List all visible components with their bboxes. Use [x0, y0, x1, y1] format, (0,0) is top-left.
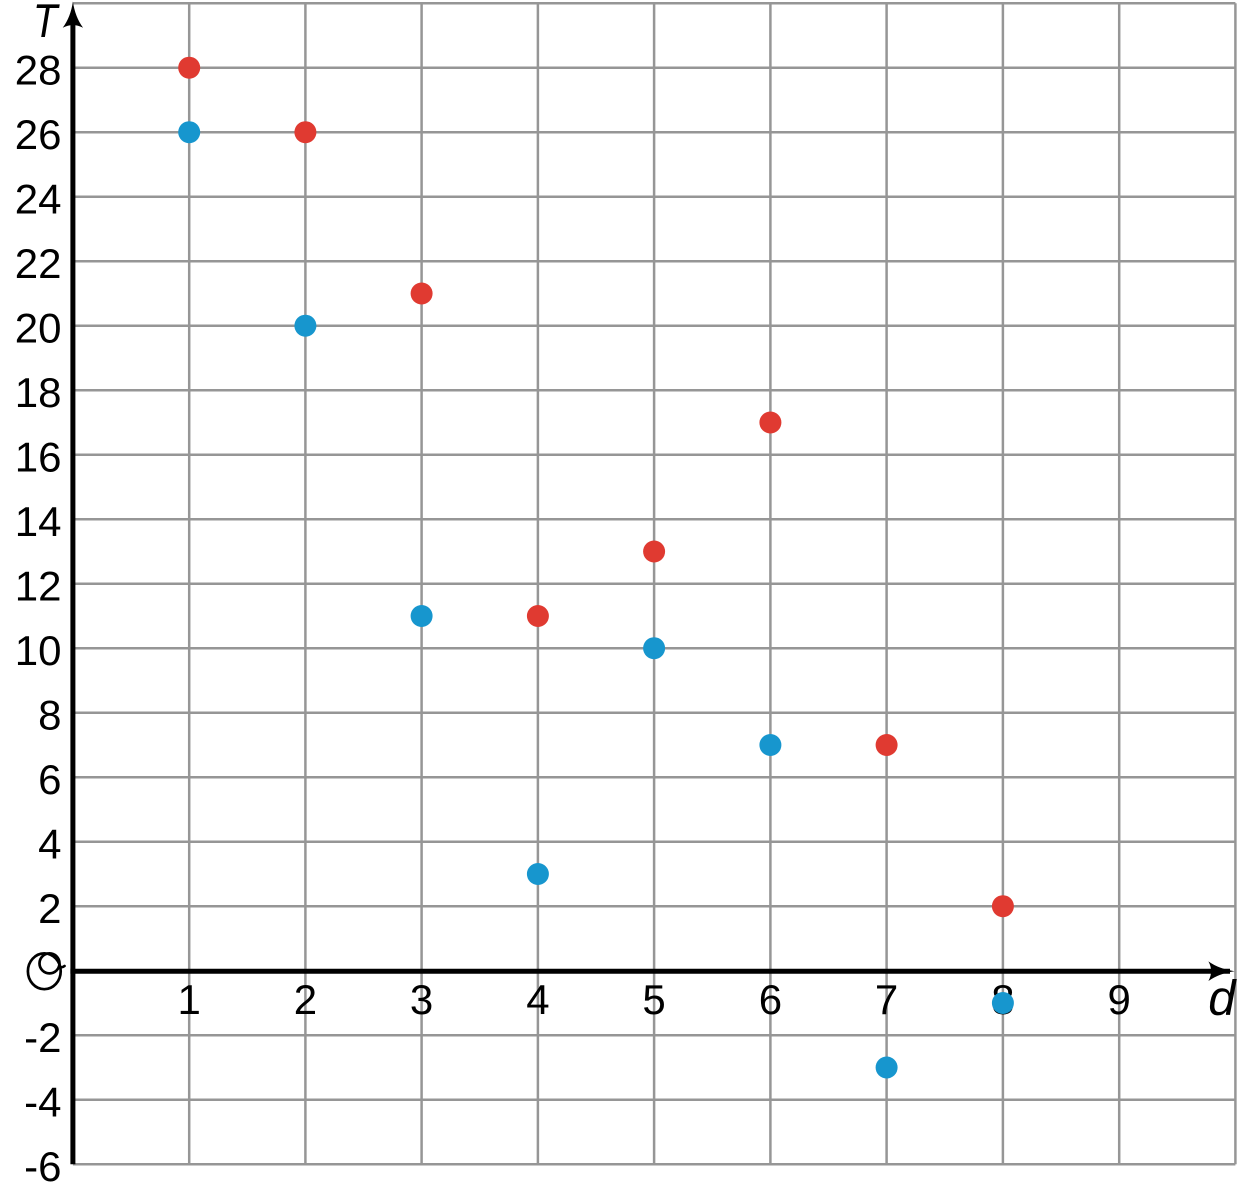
svg-text:1: 1	[178, 976, 201, 1023]
svg-text:22: 22	[15, 240, 62, 287]
svg-text:12: 12	[15, 563, 62, 610]
svg-text:26: 26	[15, 111, 62, 158]
svg-text:5: 5	[642, 976, 665, 1023]
svg-text:4: 4	[38, 821, 61, 868]
svg-text:28: 28	[15, 47, 62, 94]
svg-text:7: 7	[875, 976, 898, 1023]
svg-text:-2: -2	[24, 1014, 61, 1061]
svg-text:18: 18	[15, 369, 62, 416]
svg-text:8: 8	[38, 692, 61, 739]
svg-text:T: T	[33, 0, 60, 47]
svg-text:2: 2	[294, 976, 317, 1023]
svg-text:20: 20	[15, 305, 62, 352]
svg-text:3: 3	[410, 976, 433, 1023]
svg-text:9: 9	[1108, 976, 1131, 1023]
svg-text:d: d	[1208, 972, 1237, 1026]
svg-text:-6: -6	[24, 1143, 61, 1190]
svg-text:16: 16	[15, 434, 62, 481]
svg-text:6: 6	[38, 756, 61, 803]
svg-text:24: 24	[15, 176, 62, 223]
svg-text:2: 2	[38, 885, 61, 932]
svg-text:4: 4	[526, 976, 549, 1023]
svg-text:-4: -4	[24, 1079, 61, 1126]
svg-text:10: 10	[15, 627, 62, 674]
svg-text:6: 6	[759, 976, 782, 1023]
svg-text:14: 14	[15, 498, 62, 545]
